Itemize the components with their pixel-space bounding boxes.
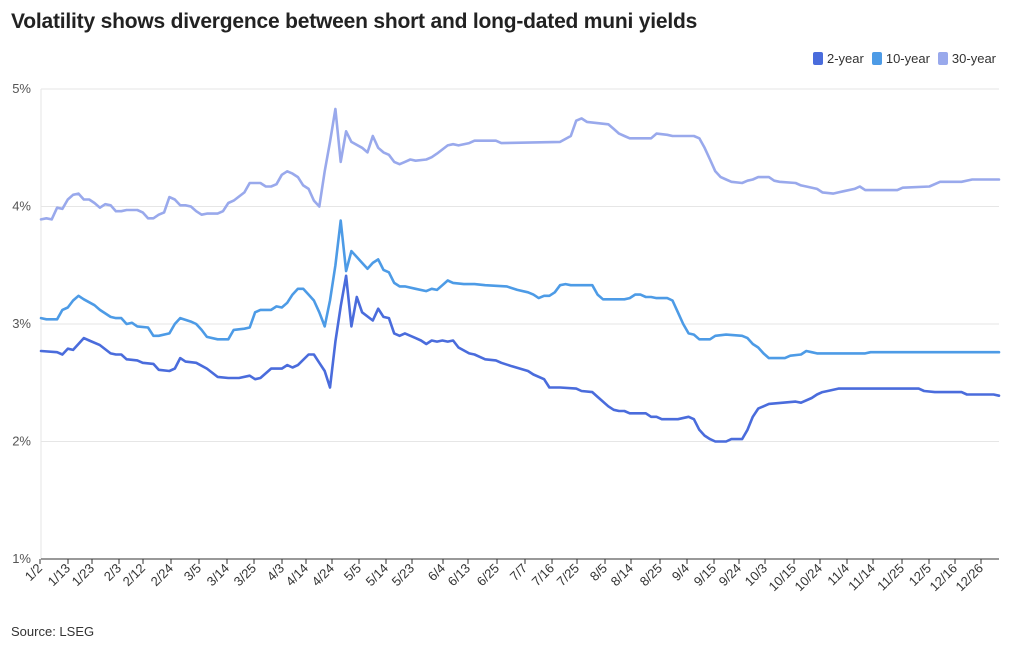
series-line-10-year xyxy=(39,219,1001,360)
x-tick-label: 11/25 xyxy=(874,561,907,594)
x-tick-label: 6/4 xyxy=(425,561,448,584)
x-tick-label: 1/13 xyxy=(45,561,74,590)
y-tick-label: 4% xyxy=(12,199,31,214)
legend-label: 30-year xyxy=(951,51,996,66)
x-tick-label: 11/14 xyxy=(845,561,878,594)
x-tick-label: 8/14 xyxy=(608,561,637,590)
y-tick-label: 2% xyxy=(12,434,31,449)
y-tick-label: 1% xyxy=(12,551,31,566)
x-tick-label: 7/25 xyxy=(554,561,583,590)
y-tick-label: 5% xyxy=(12,81,31,96)
y-tick-label: 3% xyxy=(12,316,31,331)
legend-item-2-year: 2-year xyxy=(812,51,864,66)
x-tick-label: 5/5 xyxy=(341,561,364,584)
legend-label: 2-year xyxy=(826,51,864,66)
chart-legend: 2-year 10-year 30-year xyxy=(812,51,996,66)
x-tick-label: 7/7 xyxy=(507,561,530,584)
x-tick-label: 8/25 xyxy=(637,561,666,590)
legend-swatch xyxy=(812,52,823,65)
x-tick-label: 10/15 xyxy=(766,561,800,595)
x-tick-label: 6/25 xyxy=(474,561,503,590)
legend-swatch xyxy=(937,52,948,65)
chart-title: Volatility shows divergence between shor… xyxy=(11,10,698,33)
x-tick-label: 6/13 xyxy=(445,561,474,590)
legend-label: 10-year xyxy=(885,51,930,66)
x-tick-label: 4/24 xyxy=(309,561,338,590)
x-tick-label: 12/26 xyxy=(953,561,987,595)
x-tick-label: 1/23 xyxy=(69,561,98,590)
legend-swatch xyxy=(871,52,882,65)
x-tick-label: 3/14 xyxy=(204,561,233,590)
x-tick-label: 2/12 xyxy=(120,561,149,590)
x-tick-label: 3/25 xyxy=(231,561,260,590)
x-tick-label: 9/15 xyxy=(691,561,720,590)
x-tick-label: 8/5 xyxy=(587,561,610,584)
x-tick-label: 5/23 xyxy=(389,561,418,590)
series-line-2-year xyxy=(39,274,1001,443)
source-note: Source: LSEG xyxy=(11,624,95,639)
legend-item-10-year: 10-year xyxy=(871,51,930,66)
x-tick-label: 4/14 xyxy=(283,561,312,590)
x-tick-label: 9/4 xyxy=(669,561,692,584)
x-tick-label: 5/14 xyxy=(363,561,392,590)
x-tick-label: 2/24 xyxy=(148,561,177,590)
x-tick-label: 3/5 xyxy=(181,561,204,584)
x-tick-label: 9/24 xyxy=(716,561,745,590)
series-line-30-year xyxy=(39,107,1001,221)
x-tick-label: 10/24 xyxy=(792,561,826,595)
legend-item-30-year: 30-year xyxy=(937,51,996,66)
x-tick-label: 7/16 xyxy=(529,561,558,590)
x-tick-label: 12/16 xyxy=(927,561,961,595)
